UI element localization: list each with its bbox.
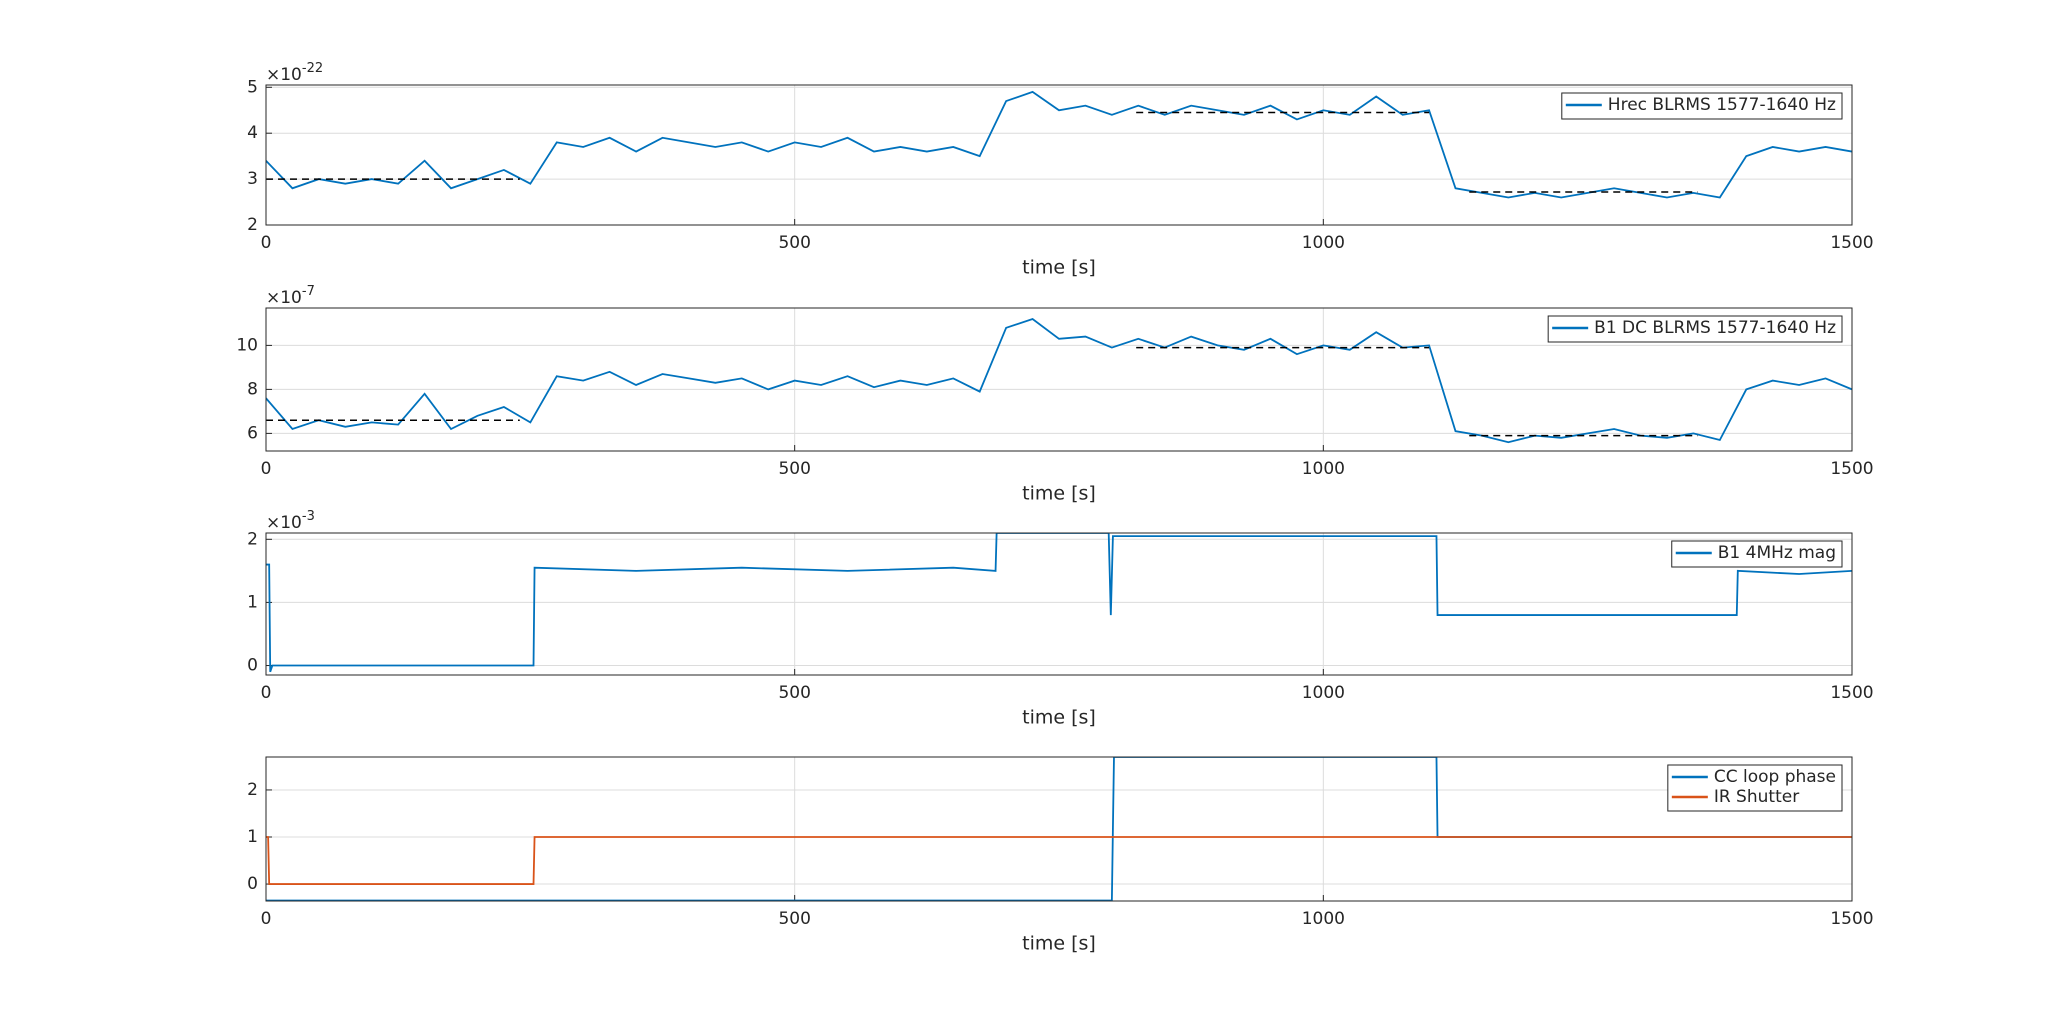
axes-box xyxy=(265,756,1853,902)
x-tick-label: 0 xyxy=(261,459,272,479)
multiplier-base: ×10 xyxy=(266,65,302,85)
series-line xyxy=(266,317,1852,444)
series-line xyxy=(266,533,1852,673)
x-tick-label: 1000 xyxy=(1302,233,1345,253)
legend-box xyxy=(1547,315,1843,343)
series-line xyxy=(266,836,1852,885)
x-axis-label: time [s] xyxy=(1022,707,1096,729)
legend-label: IR Shutter xyxy=(1714,787,1799,807)
legend-label: B1 4MHz mag xyxy=(1718,543,1836,563)
multiplier-exponent: -7 xyxy=(302,284,315,299)
x-tick-label: 1500 xyxy=(1830,683,1873,703)
y-tick-label: 5 xyxy=(247,77,258,97)
x-axis-label: time [s] xyxy=(1022,257,1096,279)
y-tick-label: 1 xyxy=(247,592,258,612)
x-tick-label: 500 xyxy=(778,459,810,479)
legend: B1 DC BLRMS 1577-1640 Hz xyxy=(1547,315,1843,343)
multiplier-base: ×10 xyxy=(266,288,302,308)
y-multiplier: ×10-3 xyxy=(266,509,315,534)
axes-box xyxy=(265,84,1853,226)
legend-box xyxy=(1667,764,1843,812)
y-tick-label: 4 xyxy=(247,123,258,143)
legend-label: Hrec BLRMS 1577-1640 Hz xyxy=(1608,95,1836,115)
multiplier-base: ×10 xyxy=(266,513,302,533)
y-multiplier: ×10-22 xyxy=(266,61,323,86)
legend-label: B1 DC BLRMS 1577-1640 Hz xyxy=(1594,318,1836,338)
x-tick-label: 1000 xyxy=(1302,459,1345,479)
y-tick-label: 2 xyxy=(247,529,258,549)
axes-box xyxy=(265,532,1853,676)
axes-box xyxy=(265,307,1853,452)
multiplier-exponent: -3 xyxy=(302,509,315,524)
plot-area xyxy=(266,757,1852,901)
y-multiplier: ×10-7 xyxy=(266,284,315,309)
y-tick-label: 10 xyxy=(236,335,258,355)
y-tick-label: 1 xyxy=(247,827,258,847)
x-tick-label: 1000 xyxy=(1302,683,1345,703)
x-tick-label: 0 xyxy=(261,909,272,929)
x-tick-label: 1000 xyxy=(1302,909,1345,929)
x-tick-label: 1500 xyxy=(1830,459,1873,479)
legend-box xyxy=(1561,92,1843,120)
x-axis-label: time [s] xyxy=(1022,483,1096,505)
y-tick-label: 2 xyxy=(247,215,258,235)
y-tick-label: 0 xyxy=(247,874,258,894)
x-tick-label: 1500 xyxy=(1830,909,1873,929)
y-tick-label: 3 xyxy=(247,169,258,189)
x-axis-label: time [s] xyxy=(1022,933,1096,955)
multiplier-exponent: -22 xyxy=(302,61,323,76)
x-tick-label: 500 xyxy=(778,233,810,253)
series-line xyxy=(266,111,1698,193)
legend: Hrec BLRMS 1577-1640 Hz xyxy=(1561,92,1843,120)
legend: B1 4MHz mag xyxy=(1671,540,1843,568)
y-tick-label: 0 xyxy=(247,656,258,676)
x-tick-label: 500 xyxy=(778,909,810,929)
legend-label: CC loop phase xyxy=(1714,767,1836,787)
plot-area xyxy=(266,533,1852,675)
y-tick-label: 6 xyxy=(247,423,258,443)
y-tick-label: 2 xyxy=(247,780,258,800)
y-tick-label: 8 xyxy=(247,379,258,399)
x-tick-label: 1500 xyxy=(1830,233,1873,253)
x-tick-label: 0 xyxy=(261,233,272,253)
x-tick-label: 0 xyxy=(261,683,272,703)
series-line xyxy=(266,90,1852,199)
x-tick-label: 500 xyxy=(778,683,810,703)
series-line xyxy=(266,346,1698,437)
